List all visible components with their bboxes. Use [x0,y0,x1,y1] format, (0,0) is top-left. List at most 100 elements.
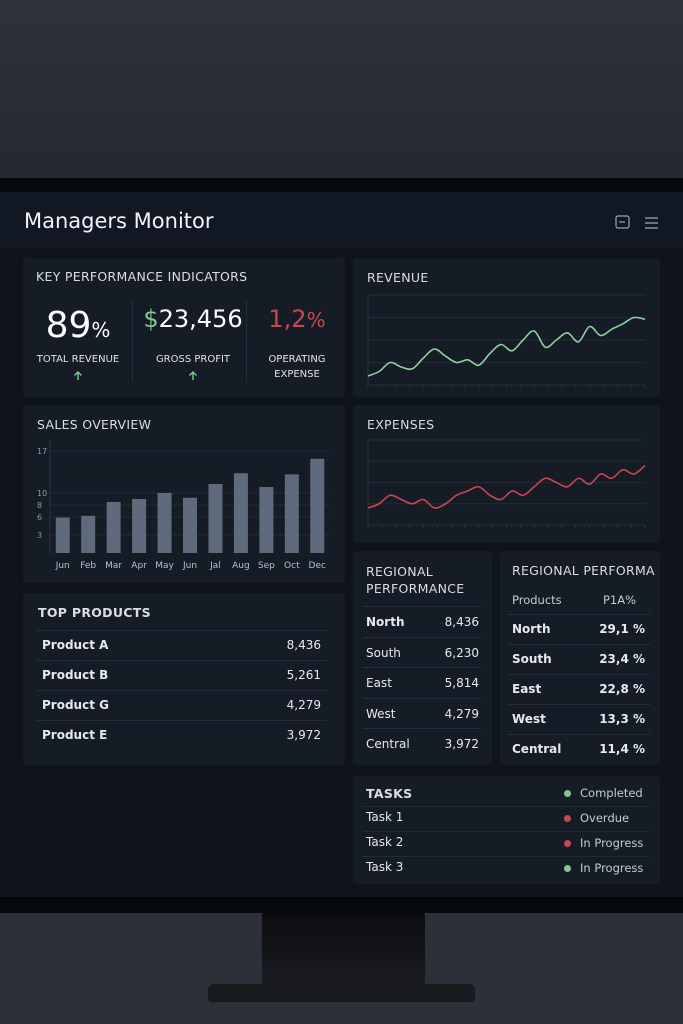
row-separator [508,674,650,675]
product-name: Product G [42,698,109,712]
kpi-number: 89 [45,305,92,346]
product-value: 5,261 [286,668,321,682]
region-value: 6,230 [444,645,479,660]
x-tick-label: Jun [55,561,70,571]
share-region: South [512,652,552,666]
regional-title: REGIONAL PERFORMANCE [366,564,465,596]
row-separator [508,734,650,735]
x-tick-label: Apr [131,561,147,571]
row-separator [508,644,650,645]
regional-share-panel [500,551,660,765]
expenses-chart [367,439,646,528]
bar [183,497,197,553]
bar [208,484,223,553]
row-separator [363,831,650,832]
bar [132,499,147,553]
row-separator [363,806,650,807]
region-value: 4,279 [444,706,479,721]
product-value: 4,279 [286,698,321,712]
kpi-value: 89% [28,305,128,346]
status-label: Completed [580,786,643,800]
kpi-divider [246,300,247,382]
calendar-icon[interactable] [615,215,630,229]
y-tick-label: 10 [37,489,47,498]
kpi-prefix: $ [143,305,159,333]
top-wall [0,0,683,178]
row-separator [37,660,327,661]
bar [259,487,274,553]
y-tick-label: 17 [37,447,47,456]
status-label: In Progress [580,836,644,850]
share-region: Central [512,742,562,756]
row-separator [37,630,327,631]
kpi-unit: % [91,318,111,342]
region-name: North [366,615,405,629]
column-header: Products [512,593,562,607]
x-tick-label: Aug [232,561,250,571]
column-header: P1A% [602,593,636,607]
line-series [367,464,646,509]
revenue-chart [367,294,646,388]
region-value: 3,972 [444,737,479,751]
kpi-label: GROSS PROFIT [155,354,231,365]
x-tick-label: Feb [80,561,96,571]
bar [310,458,325,553]
x-tick-label: Jal [209,561,221,571]
expenses-title: EXPENSES [367,417,435,432]
bar [55,517,70,553]
status-label: In Progress [580,861,644,875]
tasks-panel [353,776,660,884]
row-separator [363,697,481,699]
header-bar [0,192,683,248]
share-region: North [512,622,551,636]
region-value: 8,436 [444,615,479,629]
kpi-title: KEY PERFORMANCE INDICATORS [36,269,248,284]
share-region: East [512,682,542,696]
region-value: 5,814 [444,676,479,690]
kpi-unit: % [306,308,326,332]
bar [233,473,248,553]
line-series [367,316,646,377]
bar [157,493,172,553]
regional-share-title: REGIONAL PERFORMA [512,563,655,578]
row-separator [363,728,481,729]
expenses-panel [353,405,660,543]
sales-title: SALES OVERVIEW [37,417,152,432]
monitor-neck [262,913,425,987]
y-tick-label: 3 [37,531,42,540]
row-separator [363,856,650,857]
row-separator [363,667,481,668]
share-value: 13,3 % [599,712,645,726]
y-tick-label: 6 [37,513,42,522]
revenue-panel [353,258,660,397]
row-separator [37,690,327,691]
header-icons [615,215,658,229]
status-dot [564,815,571,822]
bar [106,502,121,553]
top-products-title: TOP PRODUCTS [38,605,151,620]
region-name: South [366,645,401,660]
x-tick-label: Jun [182,561,197,571]
share-value: 11,4 % [599,742,645,756]
regional-panel [353,551,492,765]
kpi-trend-arrow [74,371,82,380]
kpi-label: OPERATING EXPENSE [268,354,326,380]
menu-icon[interactable] [645,217,658,229]
x-tick-label: Mar [105,561,122,571]
kpi-number: 23,456 [158,305,243,333]
task-name: Task 3 [366,860,404,874]
row-separator [363,636,481,638]
kpi-number: 1,2 [268,305,307,333]
product-name: Product A [42,638,109,652]
top-products-panel [23,593,345,765]
row-separator [508,704,650,705]
status-label: Overdue [580,811,630,825]
x-tick-label: Sep [258,561,275,571]
task-name: Task 2 [366,835,404,849]
status-dot [564,865,571,872]
bar [81,515,96,553]
kpi-value: 1,2% [252,305,342,333]
product-value: 8,436 [286,638,321,652]
status-dot [564,840,571,847]
